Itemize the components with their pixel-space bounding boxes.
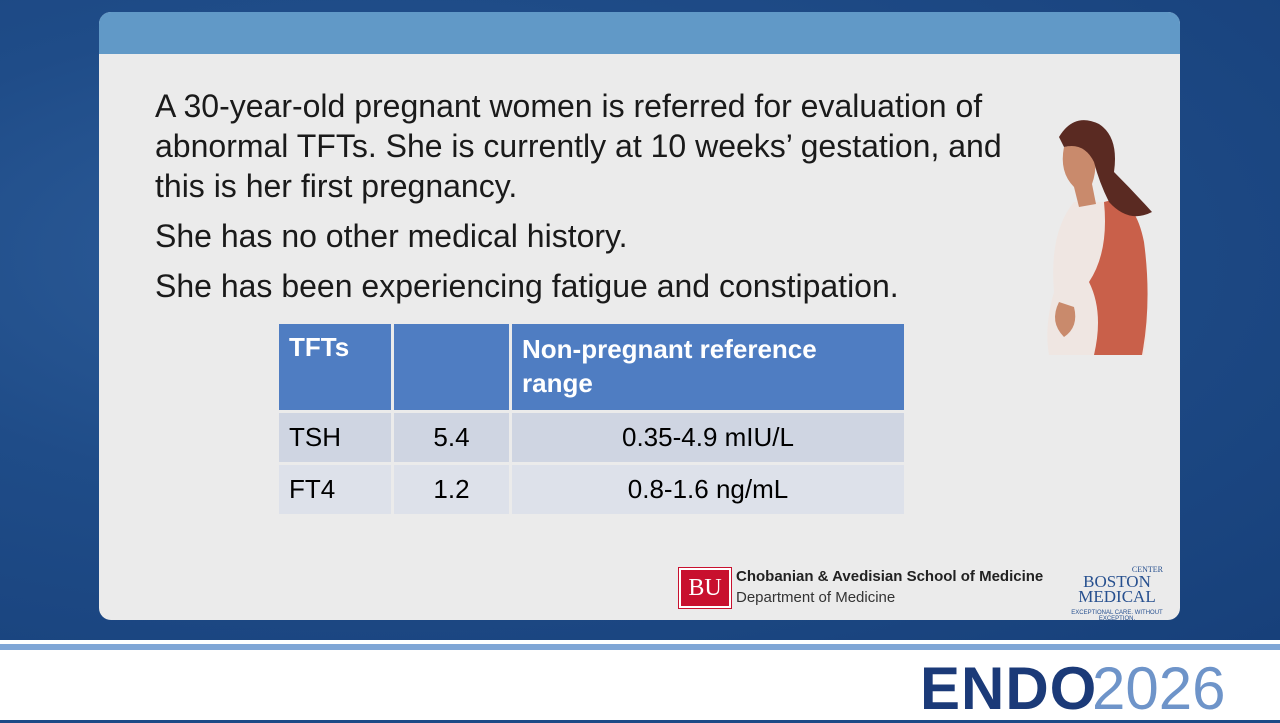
bu-logo: BU: [678, 567, 732, 609]
cell: 0.35-4.9 mIU/L: [512, 413, 904, 462]
bmc-line: MEDICAL: [1078, 587, 1156, 606]
footer-stripe: [0, 644, 1280, 650]
tft-table: TFTs Non-pregnant reference range TSH 5.…: [276, 321, 907, 517]
endo-year: 2026: [1092, 655, 1226, 722]
footer: ENDO 2026: [0, 640, 1280, 722]
card-header-bar: [99, 12, 1180, 54]
bmc-logo: CENTER BOSTON MEDICAL EXCEPTIONAL CARE. …: [1057, 565, 1177, 620]
cell: TSH: [279, 413, 391, 462]
bmc-line: BOSTON: [1083, 572, 1151, 591]
school-name: Chobanian & Avedisian School of Medicine: [736, 568, 1044, 585]
header-cell: [394, 324, 509, 410]
header-cell: TFTs: [279, 324, 391, 410]
cell: FT4: [279, 465, 391, 514]
table-row: TSH 5.4 0.35-4.9 mIU/L: [279, 413, 904, 462]
cell: 5.4: [394, 413, 509, 462]
pregnant-woman-illustration: [1047, 120, 1152, 355]
endo-brand: ENDO: [920, 655, 1098, 722]
slide-card: A 30-year-old pregnant women is referred…: [99, 12, 1180, 620]
paragraph: She has been experiencing fatigue and co…: [155, 268, 899, 304]
cell: 0.8-1.6 ng/mL: [512, 465, 904, 514]
case-text: A 30-year-old pregnant women is referred…: [155, 86, 1015, 316]
paragraph: She has no other medical history.: [155, 218, 628, 254]
header-cell: Non-pregnant reference range: [512, 324, 904, 410]
table-row: FT4 1.2 0.8-1.6 ng/mL: [279, 465, 904, 514]
header-row: TFTs Non-pregnant reference range: [279, 324, 904, 410]
cell: 1.2: [394, 465, 509, 514]
department-name: Department of Medicine: [736, 589, 896, 606]
paragraph: A 30-year-old pregnant women is referred…: [155, 88, 1002, 204]
bmc-center: CENTER: [1131, 565, 1163, 574]
bmc-tagline: EXCEPTIONAL CARE. WITHOUT EXCEPTION.: [1071, 610, 1163, 620]
